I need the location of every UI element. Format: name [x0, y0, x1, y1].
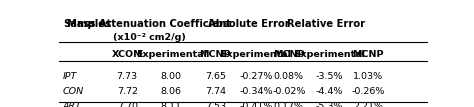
Text: Absolute Error: Absolute Error	[208, 19, 289, 29]
Text: -0.02%: -0.02%	[272, 87, 306, 96]
Text: MCNP: MCNP	[273, 50, 305, 59]
Text: -3.5%: -3.5%	[316, 72, 343, 81]
Text: 8.06: 8.06	[161, 87, 182, 96]
Text: IPT: IPT	[63, 72, 77, 81]
Text: Mass Attenuation Coefficient: Mass Attenuation Coefficient	[67, 19, 231, 29]
Text: -5.3%: -5.3%	[316, 102, 343, 107]
Text: 7.72: 7.72	[117, 87, 138, 96]
Text: ART: ART	[63, 102, 82, 107]
Text: -0.34%: -0.34%	[239, 87, 273, 96]
Text: (x10⁻² cm2/g): (x10⁻² cm2/g)	[113, 33, 186, 42]
Text: Relative Error: Relative Error	[286, 19, 365, 29]
Text: MCNP: MCNP	[352, 50, 383, 59]
Text: 7.70: 7.70	[117, 102, 138, 107]
Text: Samples: Samples	[63, 19, 111, 29]
Text: Experimental: Experimental	[220, 50, 291, 59]
Text: -4.4%: -4.4%	[316, 87, 343, 96]
Text: -0.26%: -0.26%	[351, 87, 384, 96]
Text: 7.73: 7.73	[117, 72, 138, 81]
Text: 2.21%: 2.21%	[353, 102, 383, 107]
Text: XCOM: XCOM	[111, 50, 143, 59]
Text: 7.74: 7.74	[205, 87, 226, 96]
Text: 7.65: 7.65	[205, 72, 226, 81]
Text: 8.11: 8.11	[161, 102, 182, 107]
Text: 1.03%: 1.03%	[353, 72, 383, 81]
Text: Experimental: Experimental	[294, 50, 365, 59]
Text: 0.17%: 0.17%	[274, 102, 304, 107]
Text: Experimental: Experimental	[136, 50, 207, 59]
Text: 0.08%: 0.08%	[274, 72, 304, 81]
Text: 7.53: 7.53	[205, 102, 226, 107]
Text: MCNP: MCNP	[200, 50, 231, 59]
Text: 8.00: 8.00	[161, 72, 182, 81]
Text: -0.41%: -0.41%	[239, 102, 273, 107]
Text: -0.27%: -0.27%	[239, 72, 273, 81]
Text: CON: CON	[63, 87, 84, 96]
